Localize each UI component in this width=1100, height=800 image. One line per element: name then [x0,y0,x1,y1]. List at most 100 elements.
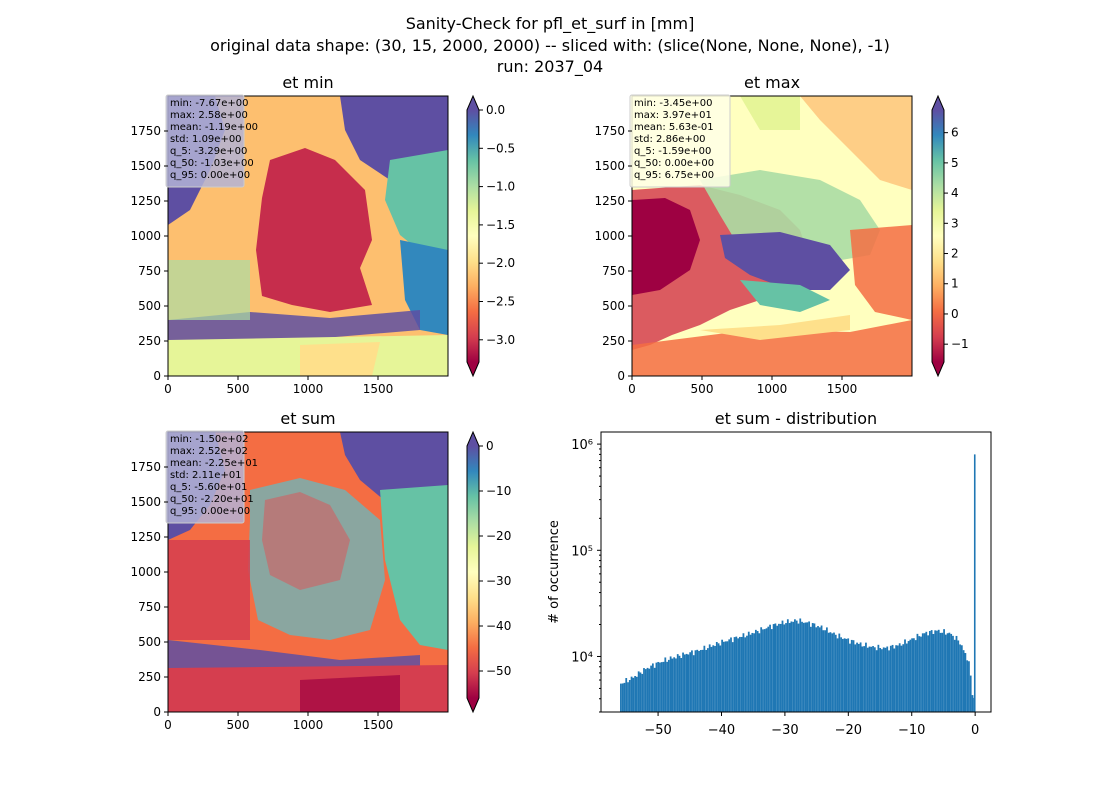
y-axis: 0 250 500 750 1000 1250 1500 1750 [130,124,168,383]
stat-q95: q_95: 0.00e+00 [170,170,250,181]
histogram-bar [719,645,722,712]
histogram-bar [630,676,633,712]
panel-title: et sum [280,409,335,428]
histogram-bar [763,629,766,712]
x-tick-label: 500 [227,382,250,396]
histogram-bar [680,658,683,712]
histogram-bar [927,635,929,712]
histogram-bar [893,648,896,712]
x-tick-label: 1500 [827,382,858,396]
title-line-1: Sanity-Check for pfl_et_surf in [mm] [406,14,695,34]
histogram-bar [758,633,761,712]
histogram-bar [751,632,754,712]
x-tick-label: 500 [691,382,714,396]
histogram-bar [744,637,747,712]
panel-title: et sum - distribution [715,409,877,428]
histogram-bar [950,633,953,712]
axes-frame [600,431,992,713]
colorbar-tick-label: 5 [951,156,959,170]
histogram-bar [650,665,652,712]
histogram-bar [621,683,624,712]
stat-q5: q_5: -1.59e+00 [634,146,711,157]
histogram-bar [691,650,693,712]
histogram-bar [774,623,777,712]
histogram-bar [770,629,773,712]
histogram-bar [936,630,938,712]
histogram-bar [772,624,775,712]
colorbar-tick-label: −20 [486,529,511,543]
histogram-bar [724,641,727,712]
histogram-bar [825,627,828,712]
panel-title: et max [744,73,800,92]
y-axis: 0 250 500 750 1000 1250 1500 1750 [594,124,632,383]
x-axis: 0 500 1000 1500 [628,376,857,396]
histogram-bar [875,650,878,712]
histogram-bar [794,619,796,712]
histogram-bar [829,632,832,712]
histogram-bar [662,661,665,712]
histogram-bar [753,633,755,712]
histogram-bar [928,631,931,712]
histogram-bar [944,634,947,712]
histogram-bar [625,678,628,712]
histogram-bar [740,636,743,712]
y-tick-label: 1250 [130,530,161,544]
histogram-bar [900,645,903,712]
histogram-bar [920,636,922,712]
stat-mean: mean: 5.63e-01 [634,122,714,133]
histogram-bar [715,641,718,712]
y-tick-label: 10⁶ [571,438,593,453]
histogram-bar [833,632,835,712]
y-axis: 10⁴ 10⁵ 10⁶ [571,438,601,713]
histogram-bar [818,627,821,712]
histogram-bar [886,646,889,712]
histogram-bar [657,661,660,712]
histogram-bar [735,636,738,712]
histogram-bar [969,675,972,712]
stats-box: min: -1.50e+02 max: 2.52e+02 mean: -2.25… [165,430,258,524]
colorbar-tick-label: −2.0 [486,256,515,270]
histogram-bar [767,626,770,712]
histogram-bar [925,631,928,712]
colorbar-tick-label: −3.0 [486,333,515,347]
histogram-bar [666,661,668,712]
histogram-bar [909,639,912,712]
histogram-bar [765,628,768,712]
figure-title: Sanity-Check for pfl_et_surf in [mm] ori… [210,14,890,77]
histogram-bar [655,662,658,712]
y-tick-label: 500 [602,299,625,313]
histogram-bars [620,454,976,712]
histogram-bar [710,646,713,712]
histogram-bar [678,655,681,712]
colorbar-extend-bottom [467,362,479,376]
x-tick-label: −20 [835,723,862,738]
histogram-bar [881,649,883,712]
histogram-bar [641,673,644,712]
histogram-bar [660,662,663,712]
stat-q5: q_5: -3.29e+00 [170,146,247,157]
histogram-bar [863,646,866,712]
stat-q50: q_50: 0.00e+00 [634,158,714,169]
panel-et-sum-distribution: et sum - distribution −50 −40 −30 −20 −10 0 1… [547,409,992,738]
histogram-bar [726,641,729,712]
histogram-bar [872,646,874,712]
x-tick-label: 1500 [363,718,394,732]
histogram-bar [728,639,731,712]
histogram-bar [801,621,803,712]
histogram-bar [843,638,846,712]
colorbar-extend-top [467,96,479,110]
histogram-bar [694,650,697,712]
histogram-bar [827,632,830,712]
histogram-bar [632,677,635,712]
histogram-bar [685,653,688,712]
x-axis: 0 500 1000 1500 [164,376,393,396]
colorbar-extend-top [932,96,944,110]
histogram-bar [895,645,898,712]
histogram-bar [834,634,837,712]
y-tick-label: 750 [138,264,161,278]
histogram-bar [932,633,935,712]
colorbar: 0.0 −0.5 −1.0 −1.5 −2.0 −2.5 −3.0 [466,94,515,378]
histogram-bar [902,644,905,712]
colorbar-tick-label: −1 [951,337,969,351]
stat-std: std: 2.86e+00 [634,134,706,145]
